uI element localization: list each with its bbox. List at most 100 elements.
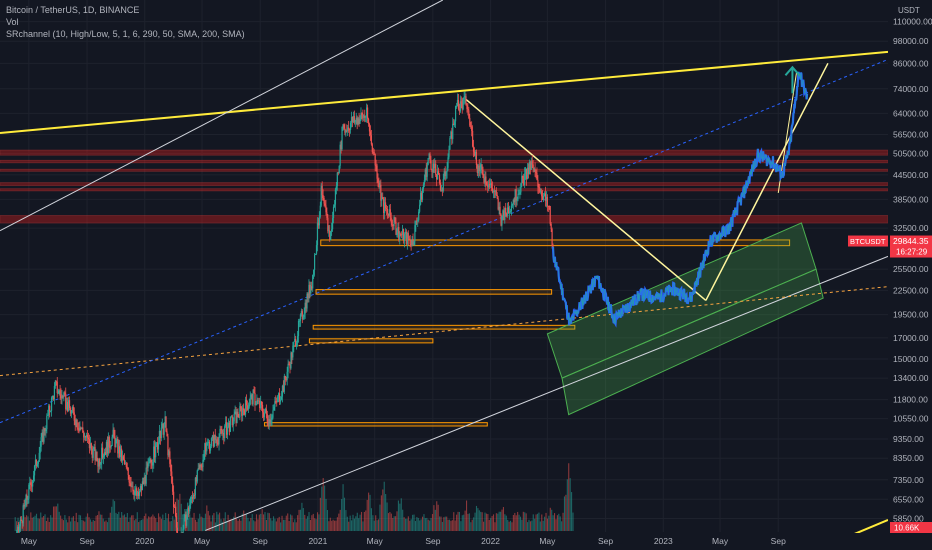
- candle-body: [189, 504, 191, 512]
- volume-bar: [362, 521, 364, 531]
- candle-body: [27, 498, 29, 500]
- volume-bar: [272, 516, 275, 531]
- volume-bar: [241, 513, 243, 531]
- volume-bar: [135, 519, 137, 531]
- volume-bar: [555, 519, 557, 531]
- volume-bar: [346, 516, 348, 531]
- volume-bar: [190, 517, 192, 531]
- volume-bar: [443, 517, 445, 531]
- volume-bar: [558, 513, 560, 531]
- candle-body: [105, 441, 108, 455]
- volume-bar: [156, 522, 158, 531]
- candle-body: [514, 189, 516, 203]
- volume-bar: [70, 521, 72, 531]
- candle-body: [68, 400, 71, 409]
- volume-bar: [158, 513, 160, 531]
- volume-bar: [271, 520, 273, 531]
- volume-bar: [468, 513, 470, 531]
- volume-bar: [143, 516, 145, 531]
- candle-body: [309, 284, 311, 294]
- candle-body: [326, 212, 328, 218]
- candle-body: [16, 527, 19, 534]
- candle-body: [402, 229, 404, 235]
- candle-body: [405, 231, 407, 244]
- volume-bar: [274, 518, 276, 531]
- candle-body: [393, 217, 395, 227]
- candle-body: [37, 461, 39, 464]
- volume-bar: [309, 519, 311, 531]
- candle-body: [506, 213, 508, 216]
- volume-bar: [219, 512, 221, 531]
- candle-body: [470, 125, 472, 127]
- candle-body: [273, 407, 275, 411]
- time-tick-label: Sep: [771, 536, 786, 546]
- candle-body: [314, 254, 316, 270]
- volume-bar: [165, 512, 167, 531]
- volume-bar: [378, 519, 380, 531]
- symbol-legend[interactable]: Bitcoin / TetherUS, 1D, BINANCE: [6, 5, 140, 15]
- volume-bar: [370, 508, 373, 531]
- candle-body: [464, 96, 466, 98]
- candle-body: [50, 410, 52, 412]
- candle-body: [351, 117, 354, 123]
- candle-body: [410, 243, 412, 246]
- candle-body: [349, 129, 351, 131]
- volume-bar: [328, 521, 330, 531]
- volume-bar: [291, 515, 293, 531]
- candle-body: [353, 115, 355, 123]
- volume-bar: [339, 509, 341, 531]
- candle-body: [511, 204, 513, 206]
- price-tick-label: 110000.00: [893, 17, 932, 27]
- candle-body: [128, 474, 130, 483]
- candle-body: [120, 448, 122, 457]
- candle-body: [141, 481, 144, 491]
- candle-body: [314, 253, 317, 255]
- candle-body: [97, 460, 99, 467]
- candle-body: [98, 458, 100, 467]
- candle-body: [40, 437, 42, 447]
- candle-body: [222, 433, 224, 434]
- candle-body: [293, 341, 295, 346]
- support-box: [308, 338, 434, 344]
- volume-bar: [254, 521, 256, 531]
- symbol-badge: [848, 235, 888, 247]
- candle-body: [206, 442, 208, 452]
- candle-body: [423, 180, 425, 185]
- volume-bar: [419, 520, 421, 531]
- volume-bar: [149, 517, 151, 531]
- candle-body: [112, 429, 114, 438]
- candle-body: [167, 436, 169, 456]
- volume-legend[interactable]: Vol: [6, 17, 19, 27]
- volume-bar: [302, 508, 304, 531]
- candle-body: [81, 427, 83, 429]
- candle-body: [487, 185, 489, 188]
- trend-line-v-left-leg: [465, 98, 707, 302]
- candle-body: [474, 152, 477, 156]
- indicator-legend[interactable]: SRchannel (10, High/Low, 5, 1, 6, 290, 5…: [6, 29, 245, 39]
- candle-body: [463, 97, 465, 100]
- volume-bar: [448, 519, 451, 531]
- volume-bar: [314, 518, 316, 531]
- volume-bar: [353, 518, 355, 531]
- volume-bar: [104, 521, 106, 531]
- price-tick-label: 15000.00: [893, 354, 929, 364]
- volume-bar: [556, 515, 558, 531]
- candle-body: [55, 380, 57, 382]
- price-tick-label: 50500.00: [893, 148, 929, 158]
- candle-body: [108, 436, 110, 447]
- candle-body: [380, 184, 382, 201]
- volume-bar: [522, 511, 524, 531]
- volume-bar: [38, 518, 40, 531]
- candle-body: [283, 375, 285, 392]
- candle-body: [118, 446, 120, 454]
- green-channel-lower-band: [561, 268, 824, 416]
- candle-body: [254, 392, 256, 406]
- candle-body: [543, 193, 546, 196]
- volume-bar: [406, 518, 408, 531]
- candle-body: [426, 164, 428, 177]
- volume-bar: [243, 510, 245, 531]
- candle-body: [243, 410, 246, 415]
- candle-body: [70, 410, 73, 414]
- candle-body: [23, 505, 25, 507]
